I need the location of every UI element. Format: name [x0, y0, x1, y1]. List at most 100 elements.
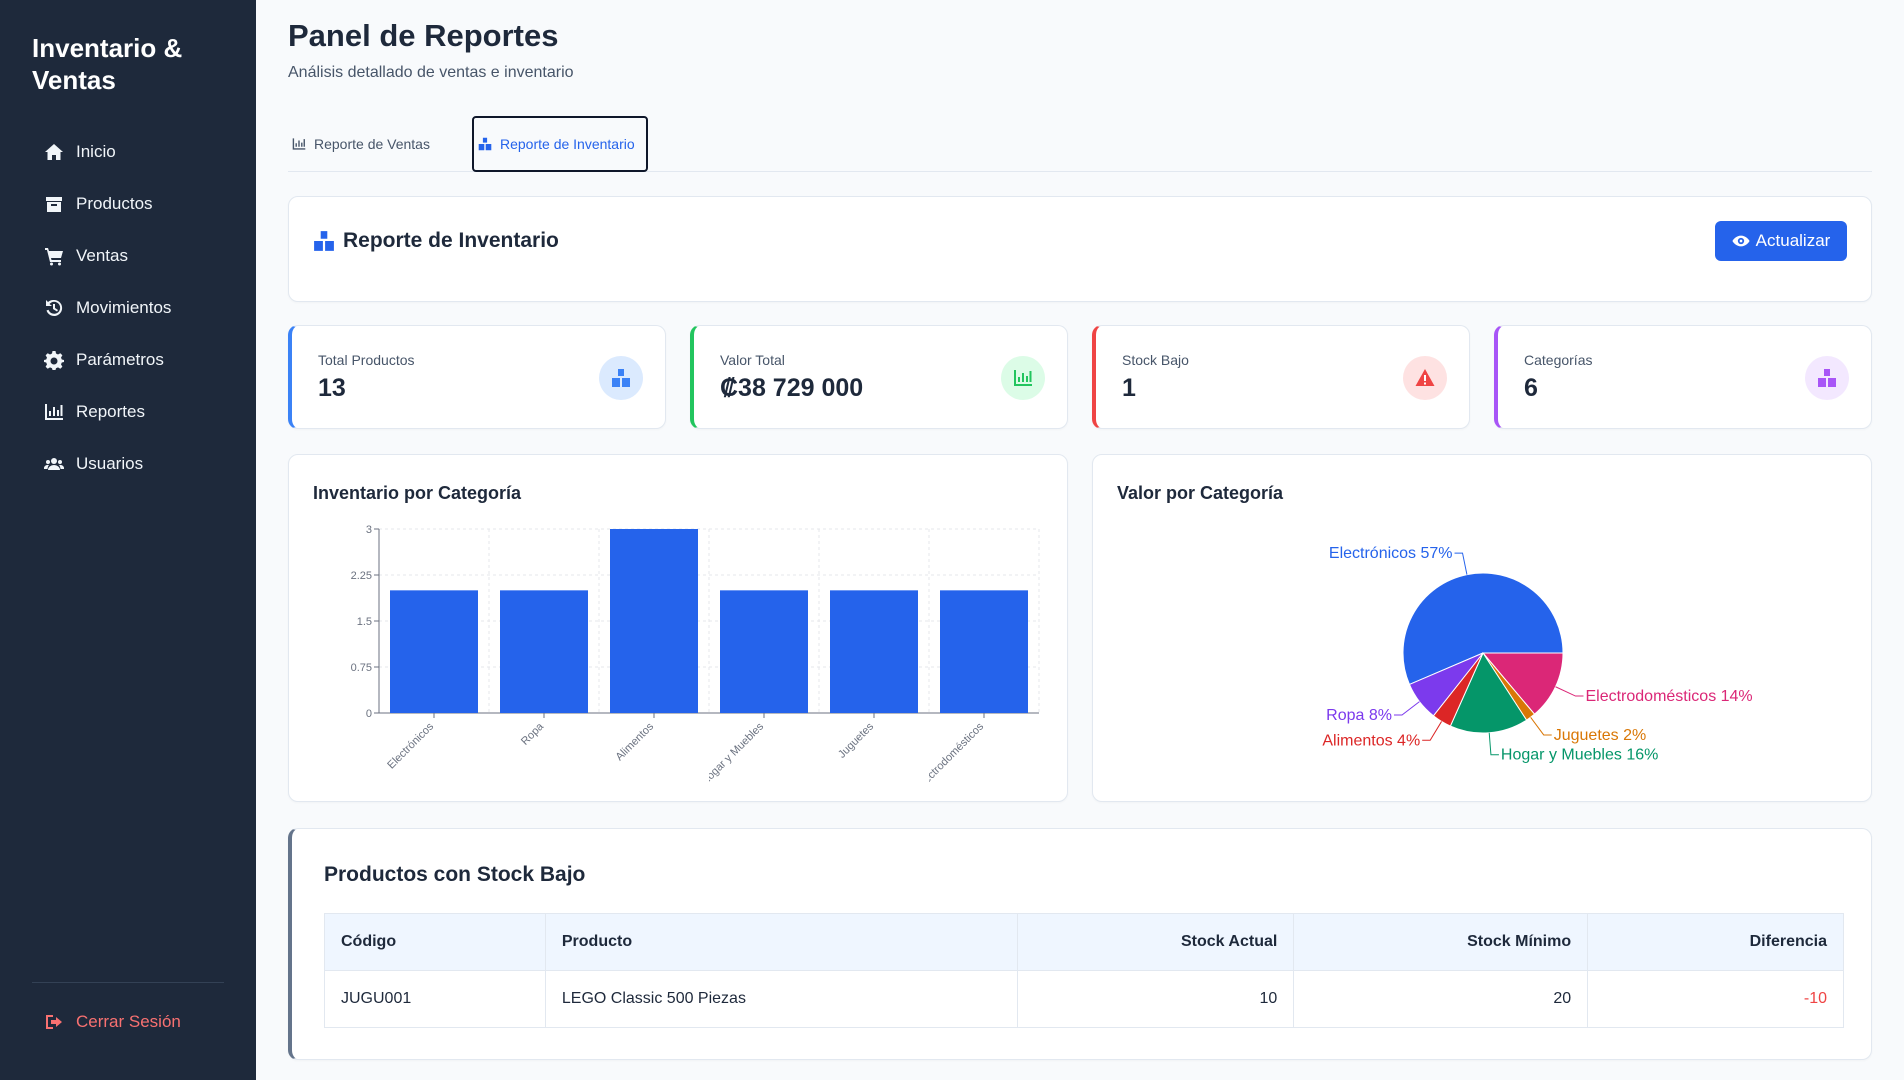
pie-label: Ropa 8% — [1326, 707, 1392, 724]
bar[interactable] — [940, 590, 1028, 713]
sidebar-item-productos[interactable]: Productos — [0, 178, 256, 230]
table-title: Productos con Stock Bajo — [324, 863, 586, 886]
users-icon — [44, 458, 64, 470]
pie-label: Alimentos 4% — [1322, 732, 1420, 749]
pie-label-line — [1555, 686, 1584, 697]
sidebar-item-label: Productos — [76, 194, 153, 213]
boxes-icon — [1818, 369, 1836, 387]
report-tabs: Reporte de Ventas Reporte de Inventario — [288, 116, 1872, 172]
box-icon — [46, 197, 62, 212]
boxes-icon — [478, 137, 492, 151]
refresh-button[interactable]: Actualizar — [1715, 221, 1847, 261]
stat-categories: Categorías 6 — [1494, 325, 1872, 429]
chart-icon — [45, 404, 63, 420]
sidebar-item-reportes[interactable]: Reportes — [0, 386, 256, 438]
pie-label-line — [1488, 732, 1499, 756]
cell-stock-actual: 10 — [1016, 970, 1295, 1028]
pie-label: Electrodomésticos 14% — [1585, 688, 1752, 705]
sidebar-divider — [32, 982, 224, 983]
pie-label-line — [1393, 701, 1420, 716]
stat-label: Categorías — [1524, 352, 1593, 368]
table-row: JUGU001 LEGO Classic 500 Piezas 10 20 -1… — [324, 970, 1844, 1028]
x-tick-label: Juguetes — [836, 720, 876, 760]
column-header-stock-minimo[interactable]: Stock Mínimo — [1293, 913, 1589, 971]
sidebar-item-label: Inicio — [76, 142, 116, 161]
stat-icon-circle — [1001, 356, 1045, 400]
sidebar-item-parametros[interactable]: Parámetros — [0, 334, 256, 386]
stat-value: ₡38 729 000 — [720, 374, 864, 402]
sidebar-item-movimientos[interactable]: Movimientos — [0, 282, 256, 334]
sidebar-item-ventas[interactable]: Ventas — [0, 230, 256, 282]
column-header-codigo[interactable]: Código — [324, 913, 546, 971]
x-tick-label: Ropa — [519, 720, 547, 748]
chart-title: Valor por Categoría — [1117, 483, 1284, 503]
y-tick-label: 1.5 — [357, 616, 372, 628]
column-header-producto[interactable]: Producto — [544, 913, 1018, 971]
chart-icon — [1014, 370, 1032, 386]
gear-icon — [44, 351, 64, 370]
low-stock-card: Productos con Stock Bajo Código Producto… — [288, 828, 1872, 1060]
bar[interactable] — [720, 590, 808, 713]
brand-title: Inventario & Ventas — [32, 33, 183, 95]
tab-label: Reporte de Inventario — [500, 136, 635, 152]
section-title-text: Reporte de Inventario — [343, 229, 559, 252]
cell-codigo: JUGU001 — [324, 970, 546, 1028]
column-header-diferencia[interactable]: Diferencia — [1587, 913, 1844, 971]
x-tick-label: Hogar y Muebles — [699, 720, 767, 788]
pie-label-line — [1454, 552, 1468, 575]
y-tick-label: 0 — [366, 708, 372, 720]
value-by-category-card: Valor por Categoría Electrónicos 57% Elec… — [1092, 454, 1872, 802]
home-icon — [45, 144, 63, 160]
stat-icon-circle — [599, 356, 643, 400]
sidebar-item-label: Usuarios — [76, 454, 144, 473]
pie-label: Juguetes 2% — [1554, 727, 1647, 744]
sidebar-item-usuarios[interactable]: Usuarios — [0, 438, 256, 490]
cell-stock-minimo: 20 — [1293, 970, 1589, 1028]
inventory-header-card: Reporte de Inventario Actualizar — [288, 196, 1872, 302]
stat-icon-circle — [1403, 356, 1447, 400]
column-header-stock-actual[interactable]: Stock Actual — [1016, 913, 1295, 971]
bar[interactable] — [500, 590, 588, 713]
bar[interactable] — [390, 590, 478, 713]
low-stock-table: Código Producto Stock Actual Stock Mínim… — [324, 913, 1844, 1028]
y-tick-label: 2.25 — [351, 570, 372, 582]
boxes-icon — [314, 231, 334, 251]
sidebar-item-label: Parámetros — [76, 350, 164, 369]
cell-diferencia: -10 — [1587, 970, 1844, 1028]
x-tick-label: Alimentos — [613, 720, 656, 763]
y-tick-label: 3 — [366, 524, 372, 536]
pie-label-line — [1422, 721, 1442, 741]
bar[interactable] — [830, 590, 918, 713]
stat-low-stock: Stock Bajo 1 — [1092, 325, 1470, 429]
warning-icon — [1415, 369, 1435, 386]
boxes-icon — [612, 369, 630, 387]
sidebar-nav: Inicio Productos Ventas Movimientos Pará… — [0, 126, 256, 490]
section-title: Reporte de Inventario — [313, 229, 559, 253]
stat-value: 6 — [1524, 374, 1538, 402]
stat-value: 13 — [318, 374, 346, 402]
stat-label: Stock Bajo — [1122, 352, 1189, 368]
tab-label: Reporte de Ventas — [314, 136, 430, 152]
sidebar-item-label: Movimientos — [76, 298, 172, 317]
sidebar-item-label: Ventas — [76, 246, 128, 265]
pie-label: Electrónicos 57% — [1329, 545, 1453, 562]
pie-slice[interactable] — [1402, 572, 1564, 686]
logout-button[interactable]: Cerrar Sesión — [44, 1012, 181, 1032]
tab-inventory-report[interactable]: Reporte de Inventario — [472, 116, 648, 172]
chart-icon — [292, 138, 306, 150]
sidebar-item-label: Reportes — [76, 402, 145, 421]
sidebar: Inventario & Ventas Inicio Productos Ven… — [0, 0, 256, 1080]
stat-value: 1 — [1122, 374, 1136, 402]
pie-slice[interactable] — [1449, 651, 1528, 734]
logout-icon — [46, 1015, 62, 1029]
tab-sales-report[interactable]: Reporte de Ventas — [292, 116, 430, 172]
stat-label: Valor Total — [720, 352, 785, 368]
cart-icon — [45, 248, 63, 266]
inventory-by-category-card: Inventario por Categoría 0 0.75 1.5 2.25 3 El… — [288, 454, 1068, 802]
x-tick-label: Electrónicos — [385, 720, 436, 771]
cell-producto: LEGO Classic 500 Piezas — [544, 970, 1018, 1028]
refresh-label: Actualizar — [1755, 231, 1831, 250]
bar[interactable] — [610, 529, 698, 713]
x-tick-label: Electrodomésticos — [914, 720, 986, 792]
sidebar-item-inicio[interactable]: Inicio — [0, 126, 256, 178]
